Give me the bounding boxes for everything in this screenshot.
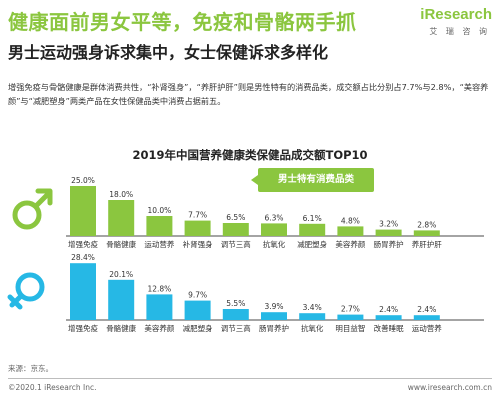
footer-divider (8, 378, 492, 379)
male-bar (299, 223, 326, 236)
female-category-label: 骨骼健康 (106, 323, 136, 333)
logo-text: iResearch (420, 6, 492, 23)
female-category-label: 运动营养 (412, 323, 442, 333)
female-value-label: 20.1% (109, 270, 133, 279)
female-category-label: 减肥塑身 (183, 323, 213, 333)
male-category-label: 增强免疫 (68, 239, 98, 249)
female-category-label: 抗氧化 (301, 323, 324, 333)
female-bar (375, 315, 402, 320)
male-value-label: 7.7% (188, 211, 207, 220)
male-category-label: 肠胃养护 (374, 239, 404, 249)
male-category-label: 运动营养 (144, 239, 174, 249)
male-value-label: 6.3% (264, 213, 283, 222)
female-value-label: 28.4% (71, 253, 95, 262)
chart-title: 2019年中国营养健康类保健品成交额TOP10 (132, 148, 368, 162)
male-bar (222, 223, 249, 236)
male-category-label: 养肝护肝 (412, 239, 442, 249)
copyright-text: ©2020.1 iResearch Inc. (8, 383, 97, 392)
website-text: www.iresearch.com.cn (407, 383, 492, 392)
female-category-label: 改善睡眠 (374, 323, 404, 333)
male-bar (108, 200, 135, 236)
logo-subtext: 艾 瑞 咨 询 (429, 27, 490, 36)
female-bar (299, 313, 326, 320)
male-bar (184, 220, 211, 236)
bar-chart: 25.0% 增强免疫 18.0% 骨骼健康 10.0% 运动营养 7.7% 补肾强身 6.5% 调… (7, 176, 484, 333)
source-note: 来源：京东。 (8, 364, 53, 373)
male-value-label: 3.2% (379, 220, 398, 229)
male-bar (261, 223, 287, 236)
female-value-label: 9.7% (188, 291, 207, 300)
page-subtitle: 男士运动强身诉求集中，女士保健诉求多样化 (8, 43, 329, 62)
female-bar (261, 312, 287, 320)
page-title: 健康面前男女平等，免疫和骨骼两手抓 (8, 10, 357, 34)
female-value-label: 3.9% (264, 302, 283, 311)
male-category-label: 美容养颜 (335, 239, 365, 249)
female-category-label: 明目益智 (335, 323, 365, 333)
female-category-label: 肠胃养护 (259, 323, 289, 333)
male-value-label: 4.8% (341, 216, 360, 225)
male-exclusive-callout: 男士特有消费品类 (251, 168, 374, 192)
male-symbol-icon (12, 188, 53, 230)
male-category-label: 补肾强身 (183, 239, 213, 249)
female-bar (222, 309, 249, 320)
male-category-label: 抗氧化 (263, 239, 286, 249)
male-value-label: 6.5% (226, 213, 245, 222)
female-category-label: 调节三高 (221, 323, 251, 333)
female-bar (70, 263, 96, 320)
male-value-label: 10.0% (147, 206, 171, 215)
male-value-label: 2.8% (417, 220, 436, 229)
female-value-label: 2.4% (379, 305, 398, 314)
male-bar (70, 186, 96, 236)
male-value-label: 18.0% (109, 190, 133, 199)
female-bar (337, 314, 364, 320)
female-value-label: 2.4% (417, 305, 436, 314)
male-category-label: 减肥塑身 (297, 239, 327, 249)
description-text: 增强免疫与骨骼健康是群体消费共性，“补肾强身”，“养肝护肝”则是男性特有的消费品… (8, 82, 489, 106)
female-symbol-icon (7, 272, 45, 310)
female-value-label: 5.5% (226, 299, 245, 308)
female-bar (146, 294, 173, 320)
male-value-label: 25.0% (71, 176, 95, 185)
female-value-label: 12.8% (147, 284, 171, 293)
male-bar (375, 229, 402, 236)
female-value-label: 2.7% (341, 305, 360, 314)
female-bar (108, 279, 135, 320)
male-bar (413, 230, 440, 236)
female-category-label: 增强免疫 (68, 323, 98, 333)
female-category-label: 美容养颜 (144, 323, 174, 333)
male-category-label: 骨骼健康 (106, 239, 136, 249)
male-bar (146, 216, 173, 236)
female-value-label: 3.4% (303, 303, 322, 312)
male-bar (337, 226, 364, 236)
male-category-label: 调节三高 (221, 239, 251, 249)
male-value-label: 6.1% (303, 214, 322, 223)
female-bar (184, 300, 211, 320)
female-bar (413, 315, 440, 320)
iresearch-logo: iResearch 艾 瑞 咨 询 (414, 6, 492, 40)
